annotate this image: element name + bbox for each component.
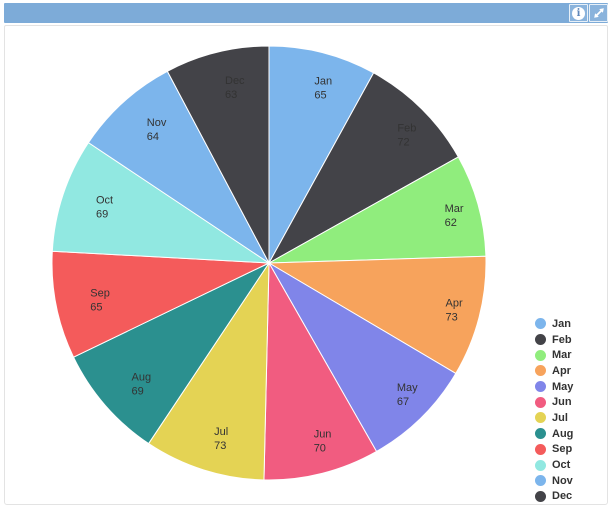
pie-label-nov: Nov 64: [147, 117, 167, 143]
pie-slice-nov[interactable]: [87, 70, 270, 264]
legend-marker-icon: [535, 334, 546, 346]
legend-item-apr[interactable]: Apr: [535, 363, 573, 379]
legend-marker-icon: [535, 365, 546, 377]
legend-marker-icon: [535, 349, 546, 361]
pie-slice-feb[interactable]: [268, 72, 459, 264]
legend-item-jun[interactable]: Jun: [535, 394, 573, 410]
legend-label: Aug: [552, 427, 574, 440]
pie-label-feb: Feb 72: [397, 123, 416, 149]
legend-label: Jun: [552, 396, 572, 409]
legend-marker-icon: [535, 443, 546, 455]
legend-marker-icon: [535, 459, 546, 471]
info-icon: i: [572, 6, 585, 20]
pie-slice-jul[interactable]: [148, 262, 270, 481]
pie-slice-jan[interactable]: [268, 45, 375, 264]
expand-button[interactable]: [589, 4, 608, 22]
pie-slice-aug[interactable]: [72, 262, 270, 445]
chart-widget: i Jan 65 Feb 72 Mar 62 Apr 73 May 67 Jun 70 Jul 73 Aug…: [4, 3, 608, 505]
legend-label: Sep: [552, 443, 573, 456]
pie-label-jun: Jun 70: [314, 429, 332, 455]
header-buttons: i: [569, 3, 608, 23]
pie-slice-apr[interactable]: [268, 255, 487, 374]
pie-label-apr: Apr 73: [446, 297, 463, 323]
legend-label: Jul: [552, 411, 568, 424]
legend-item-sep[interactable]: Sep: [535, 442, 573, 458]
legend-marker-icon: [535, 381, 546, 393]
legend-marker-icon: [535, 412, 546, 424]
pie-label-sep: Sep 65: [90, 288, 110, 314]
pie-slice-mar[interactable]: [268, 156, 487, 264]
legend-label: Dec: [552, 490, 573, 503]
pie-slice-sep[interactable]: [51, 250, 270, 358]
pie-label-dec: Dec 63: [225, 75, 245, 101]
chart-panel: Jan 65 Feb 72 Mar 62 Apr 73 May 67 Jun 70 Jul 73 Aug 69…: [4, 25, 608, 505]
pie-slice-oct[interactable]: [51, 142, 270, 264]
widget-header-bar: i: [4, 3, 608, 23]
pie-label-oct: Oct 69: [96, 195, 113, 221]
pie-label-mar: Mar 62: [445, 203, 464, 229]
legend-item-oct[interactable]: Oct: [535, 457, 573, 473]
pie-label-aug: Aug 69: [132, 372, 152, 398]
legend-label: Oct: [552, 459, 571, 472]
legend: Jan Feb Mar Apr May Jun Jul Aug Sep Oct Nov Dec: [535, 316, 573, 504]
legend-label: Nov: [552, 474, 573, 487]
legend-item-may[interactable]: May: [535, 379, 573, 395]
legend-marker-icon: [535, 318, 546, 330]
legend-label: Feb: [552, 333, 572, 346]
legend-item-jul[interactable]: Jul: [535, 410, 573, 426]
legend-item-feb[interactable]: Feb: [535, 332, 573, 348]
legend-label: May: [552, 380, 574, 393]
legend-marker-icon: [535, 396, 546, 408]
legend-marker-icon: [535, 428, 546, 440]
legend-label: Jan: [552, 317, 571, 330]
info-button[interactable]: i: [569, 4, 588, 22]
legend-label: Apr: [552, 364, 571, 377]
pie-label-jan: Jan 65: [314, 76, 332, 102]
pie-chart: Jan 65 Feb 72 Mar 62 Apr 73 May 67 Jun 70 Jul 73 Aug 69…: [51, 45, 487, 481]
pie-slice-dec[interactable]: [166, 45, 270, 264]
pie-label-jul: Jul 73: [214, 426, 228, 452]
legend-item-aug[interactable]: Aug: [535, 426, 573, 442]
expand-icon: [593, 8, 604, 18]
pie-slice-jun[interactable]: [263, 262, 378, 481]
legend-marker-icon: [535, 475, 546, 487]
legend-item-jan[interactable]: Jan: [535, 316, 573, 332]
legend-label: Mar: [552, 349, 572, 362]
legend-marker-icon: [535, 490, 546, 502]
legend-item-mar[interactable]: Mar: [535, 347, 573, 363]
pie-slice-may[interactable]: [268, 262, 457, 452]
legend-item-dec[interactable]: Dec: [535, 489, 573, 505]
pie-label-may: May 67: [397, 382, 418, 408]
legend-item-nov[interactable]: Nov: [535, 473, 573, 489]
